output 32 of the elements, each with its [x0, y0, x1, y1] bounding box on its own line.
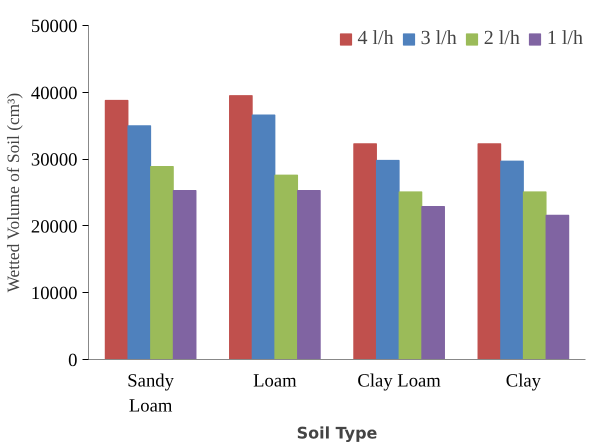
legend-label: 1 l/h — [546, 27, 583, 50]
y-tick-label: 50000 — [30, 16, 78, 37]
legend-label: 3 l/h — [420, 27, 457, 50]
y-axis-title: Wetted Volume of Soil (cm³) — [4, 92, 23, 292]
bar — [353, 143, 377, 360]
bar — [421, 206, 445, 360]
bar — [546, 214, 570, 360]
bar — [274, 174, 298, 360]
bar — [172, 190, 196, 360]
x-tick-label: Clay Loam — [357, 370, 442, 392]
bar — [297, 190, 321, 360]
y-tick-label: 10000 — [30, 283, 78, 304]
x-tick-label: Sandy Loam — [127, 370, 175, 417]
x-tick-label: Clay — [506, 370, 542, 392]
bar — [522, 191, 547, 360]
bar — [376, 160, 400, 360]
y-tick-label: 30000 — [30, 150, 78, 171]
y-tick-label: 0 — [68, 350, 78, 371]
bar — [398, 191, 422, 360]
bar — [252, 114, 276, 360]
x-axis-title: Soil Type — [296, 424, 378, 443]
legend-label: 2 l/h — [484, 27, 520, 50]
x-tick-label: Loam — [253, 370, 298, 392]
bar — [150, 166, 174, 360]
bar — [104, 100, 128, 360]
bar — [127, 125, 152, 360]
bar — [229, 95, 253, 360]
legend-label: 4 l/h — [358, 27, 394, 50]
y-tick-label: 40000 — [30, 82, 78, 104]
bar — [478, 143, 502, 360]
y-tick-label: 20000 — [30, 216, 78, 238]
bar — [500, 160, 524, 360]
